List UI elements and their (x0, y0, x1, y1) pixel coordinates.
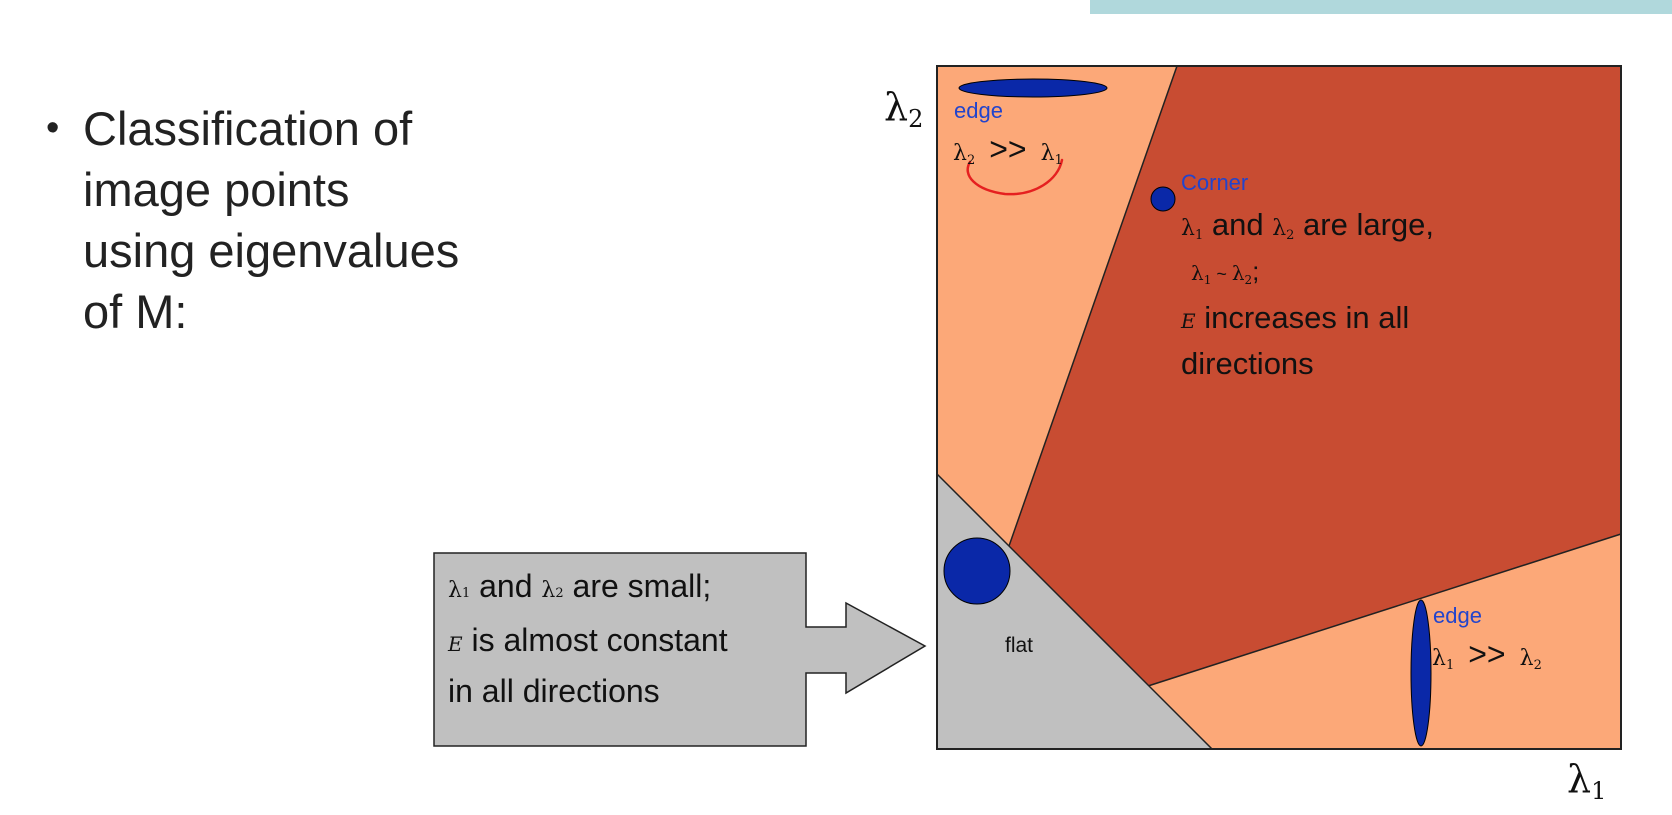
x-axis-label: λ1 (1567, 757, 1606, 805)
flat-label: flat (1005, 634, 1033, 657)
edge-right-label: edge (1433, 603, 1482, 628)
flat-circle (943, 537, 1011, 605)
y-axis-label: λ2 (884, 85, 923, 133)
corner-line2: λ1 ~ λ2; (1191, 256, 1259, 287)
callout-line1: λ1 and λ2 are small; (448, 568, 712, 604)
edge-ellipse-horizontal (958, 78, 1108, 98)
corner-label: Corner (1181, 170, 1248, 195)
callout-text: λ1 and λ2 are small; E is almost constan… (448, 563, 778, 715)
red-annotation-stroke (966, 158, 1064, 196)
corner-circle (1150, 186, 1176, 212)
callout-line3: in all directions (448, 673, 660, 709)
corner-region (1009, 66, 1621, 686)
corner-line1: λ1 and λ2 are large, (1181, 207, 1434, 243)
edge-ellipse-vertical (1410, 599, 1432, 747)
bullet-text: Classification of image points using eig… (83, 102, 460, 338)
corner-line3: E increases in all (1180, 300, 1409, 335)
edge-right-relation: λ1 >> λ2 (1432, 636, 1542, 673)
callout-box (433, 552, 927, 747)
boundary-line-top (1008, 65, 1178, 547)
edge-top-relation: λ2 >> λ1 (953, 131, 1063, 168)
bullet-point: • Classification of image points using e… (46, 98, 546, 342)
bullet-dot: • (46, 107, 60, 149)
plot-frame (936, 65, 1622, 750)
callout-line2: E is almost constant (448, 622, 728, 658)
boundary-line-right (1147, 533, 1622, 687)
edge-top-label: edge (954, 98, 1003, 123)
top-accent-bar (1090, 0, 1672, 14)
corner-line4: directions (1181, 346, 1314, 381)
